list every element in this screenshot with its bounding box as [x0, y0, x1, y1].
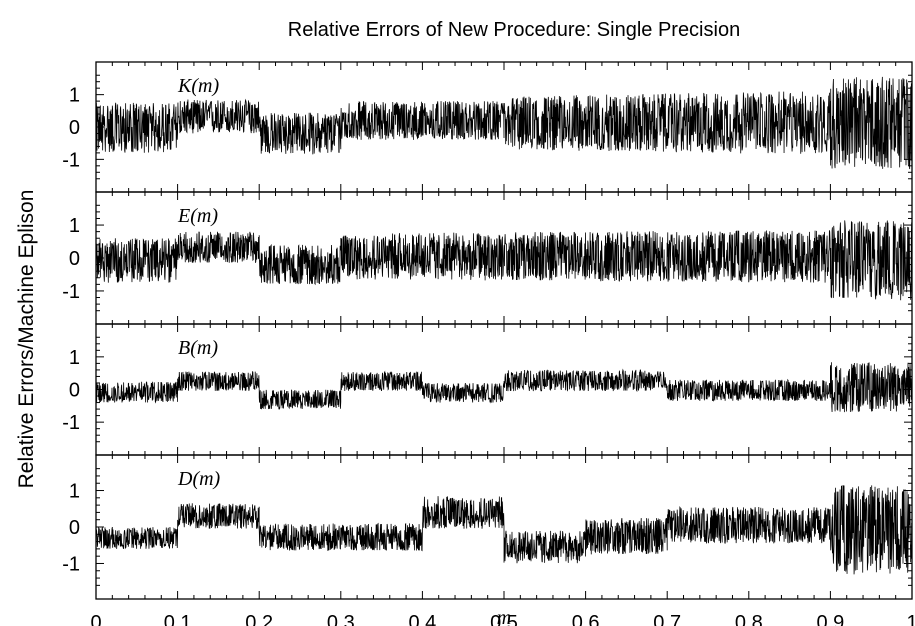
y-tick-label: 1	[69, 347, 80, 369]
x-tick-label: 0.3	[327, 612, 355, 626]
y-tick-label: -1	[62, 149, 80, 171]
y-tick-label: 0	[69, 380, 80, 402]
x-tick-label: 0.5	[490, 612, 518, 626]
x-tick-label: 0	[90, 612, 101, 626]
x-tick-label: 0.8	[735, 612, 763, 626]
series-line-K(m)	[96, 76, 912, 170]
panel-3: -1 0 1 D(m)	[62, 454, 913, 600]
x-tick-label: 0.4	[408, 612, 436, 626]
y-axis-label: Relative Errors/Machine Eplison	[15, 190, 38, 489]
x-tick-label: 1	[906, 612, 915, 626]
panel-2: -1 0 1 B(m)	[62, 323, 913, 456]
x-tick-label: 0.2	[245, 612, 273, 626]
y-tick-label: 0	[69, 517, 80, 539]
y-tick-label: 0	[69, 117, 80, 139]
x-tick-label: 0.1	[164, 612, 192, 626]
panels: -1 0 1 K(m) -1 0 1 E(m) -1 0 1 B(m) -1 0 1 D(m)	[62, 61, 913, 600]
series-line-D(m)	[96, 485, 912, 575]
y-tick-label: 1	[69, 215, 80, 237]
x-axis-label: m	[497, 607, 511, 626]
y-tick-label: 1	[69, 481, 80, 503]
y-tick-label: 0	[69, 248, 80, 270]
series-line-B(m)	[96, 362, 912, 413]
y-tick-label: 1	[69, 85, 80, 107]
panel-label: B(m)	[178, 337, 218, 359]
y-tick-label: -1	[62, 281, 80, 303]
panel-label: K(m)	[177, 75, 219, 97]
panel-1: -1 0 1 E(m)	[62, 191, 913, 325]
series-line-E(m)	[96, 220, 912, 301]
panel-0: -1 0 1 K(m)	[62, 61, 913, 193]
x-tick-label: 0.6	[572, 612, 600, 626]
y-tick-label: -1	[62, 412, 80, 434]
chart-title: Relative Errors of New Procedure: Single…	[288, 19, 740, 41]
panel-label: D(m)	[177, 468, 221, 490]
x-tick-labels: 0 0.1 0.2 0.3 0.4 0.5 0.6 0.7 0.8 0.9 1	[90, 612, 915, 626]
x-tick-label: 0.9	[816, 612, 844, 626]
x-tick-label: 0.7	[653, 612, 681, 626]
y-tick-label: -1	[62, 553, 80, 575]
panel-label: E(m)	[177, 205, 218, 227]
